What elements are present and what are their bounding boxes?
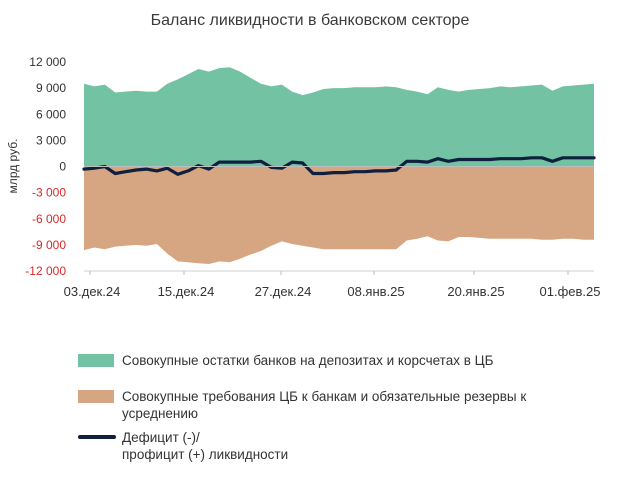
y-tick-label: 9 000 — [36, 81, 66, 95]
y-tick-label: 3 000 — [36, 133, 66, 147]
x-tick-label: 03.дек.24 — [64, 284, 121, 299]
x-tick-label: 15.дек.24 — [158, 284, 215, 299]
legend-item-claims: Совокупные требования ЦБ к банкам и обяз… — [78, 388, 542, 422]
x-tick-label: 20.янв.25 — [447, 284, 504, 299]
y-tick-label: -6 000 — [32, 212, 66, 226]
legend-swatch-liquidity — [78, 435, 116, 439]
claims-area — [84, 166, 594, 264]
y-axis-label: млрд руб. — [6, 139, 20, 194]
y-tick-label: -12 000 — [25, 264, 66, 278]
y-tick-label: -3 000 — [32, 186, 66, 200]
y-tick-label: -9 000 — [32, 238, 66, 252]
legend-swatch-claims — [78, 390, 114, 403]
liquidity-line — [82, 156, 596, 176]
y-tick-label: 0 — [59, 160, 66, 174]
x-tick-label: 08.янв.25 — [347, 284, 404, 299]
legend-swatch-deposits — [78, 354, 114, 367]
legend-item-deposits: Совокупные остатки банков на депозитах и… — [78, 352, 598, 369]
y-tick-label: 12 000 — [29, 55, 66, 69]
legend-label-liquidity-line1: Дефицит (-)/ — [122, 430, 200, 445]
y-tick-label: 6 000 — [36, 107, 66, 121]
chart-plot: 12 000 9 000 6 000 3 000 0 -3 000 -6 000 -9 000… — [6, 55, 601, 299]
chart-legend: Совокупные остатки банков на депозитах и… — [78, 352, 598, 463]
legend-label-deposits: Совокупные остатки банков на депозитах и… — [122, 353, 494, 368]
chart-title: Баланс ликвидности в банковском секторе — [150, 12, 470, 29]
legend-label-liquidity-line2: профицит (+) ликвидности — [122, 447, 289, 462]
x-tick-label: 01.фев.25 — [540, 284, 601, 299]
x-tick-label: 27.дек.24 — [255, 284, 312, 299]
legend-label-claims: Совокупные требования ЦБ к банкам и обяз… — [122, 389, 527, 421]
deposits-area — [84, 67, 594, 167]
legend-item-liquidity: Дефицит (-)/ профицит (+) ликвидности — [78, 429, 598, 463]
